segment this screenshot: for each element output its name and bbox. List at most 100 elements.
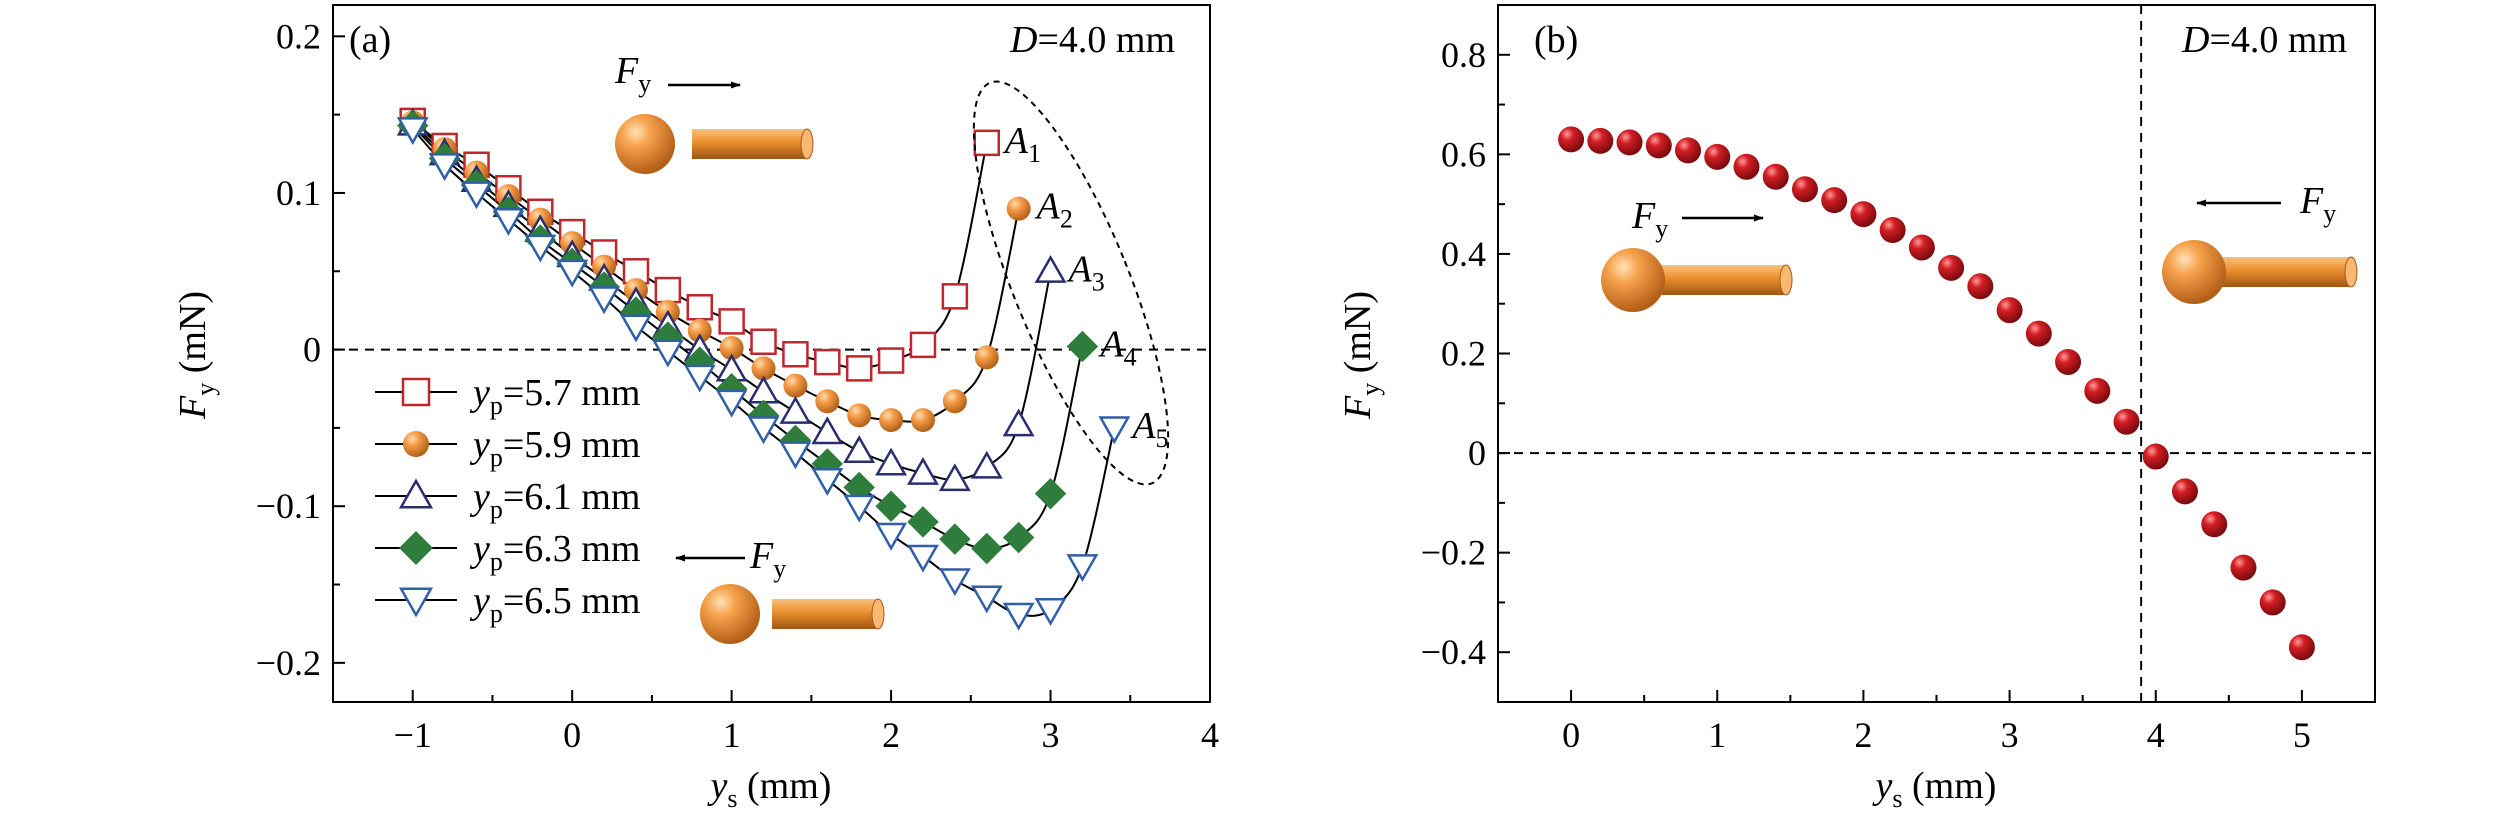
sphere-icon xyxy=(700,584,760,644)
data-point xyxy=(1645,132,1672,159)
data-point xyxy=(971,532,1003,565)
x-tick-label: 0 xyxy=(563,715,581,755)
xlabel-a: ys (mm) xyxy=(707,765,832,813)
data-point xyxy=(1002,602,1035,631)
legend-label: yp=6.5 mm xyxy=(469,580,640,628)
data-point xyxy=(1006,196,1031,221)
y-tick-label: 0.6 xyxy=(1441,134,1486,174)
data-point xyxy=(460,181,493,210)
series-markers-b xyxy=(1558,126,2315,661)
data-point xyxy=(875,447,908,476)
curve-end-label: A5 xyxy=(1129,405,1168,453)
x-tick-label: 2 xyxy=(882,715,900,755)
y-tick-label: 0.8 xyxy=(1441,35,1486,75)
data-point xyxy=(492,207,525,236)
inset-sphere-rod-bottom: Fy xyxy=(675,535,885,644)
sphere-icon xyxy=(2162,240,2226,304)
data-point xyxy=(1704,143,1731,170)
x-tick-label: 4 xyxy=(2147,715,2165,755)
data-point xyxy=(428,153,461,182)
data-point xyxy=(1558,126,1585,153)
rod-end-icon xyxy=(800,128,814,160)
data-point xyxy=(938,463,971,492)
data-point xyxy=(687,318,712,343)
inset-sphere-rod-top: Fy xyxy=(614,50,814,174)
curve-end-label: A4 xyxy=(1097,323,1136,371)
zero-line-b xyxy=(1498,5,2375,702)
data-point xyxy=(907,457,939,485)
y-tick-label: 0.2 xyxy=(1441,334,1486,374)
data-point xyxy=(907,544,939,573)
series-markers-a xyxy=(396,107,1131,631)
data-point xyxy=(1034,477,1067,510)
data-point xyxy=(2113,408,2140,435)
data-point xyxy=(686,294,713,321)
data-point xyxy=(845,355,873,382)
legend-label: yp=5.9 mm xyxy=(469,424,640,472)
data-point xyxy=(1098,416,1131,445)
inset-force-label-bottom: Fy xyxy=(749,535,786,583)
data-point xyxy=(1967,273,1994,300)
data-point xyxy=(875,490,907,522)
data-point xyxy=(1066,554,1099,583)
curve-end-label: A2 xyxy=(1034,186,1073,234)
data-point xyxy=(1675,137,1702,164)
data-point xyxy=(718,308,745,335)
data-point xyxy=(556,259,589,288)
panel-b: 0 1 2 3 4 5 −0.4 −0.2 0 0.2 0.4 0.6 0.8 (b) D=4.0 mm… xyxy=(1337,4,2376,813)
ylabel-a: Fy (mN) xyxy=(172,291,220,420)
data-point xyxy=(747,416,780,445)
data-point xyxy=(941,283,969,310)
data-point xyxy=(588,286,621,315)
data-point xyxy=(2230,554,2257,581)
data-point xyxy=(779,441,812,470)
data-point xyxy=(843,494,876,523)
panel-a: −1 0 1 2 3 4 −0.2 −0.1 0 0.1 0.2 (a) D=4.0 mm Fy (… xyxy=(172,4,1219,813)
data-point xyxy=(811,416,844,445)
x-tick-label: 3 xyxy=(1042,715,1060,755)
axis-ticks-a: −1 0 1 2 3 4 −0.2 −0.1 0 0.1 0.2 xyxy=(256,16,1219,755)
inset-force-label-top: Fy xyxy=(614,50,651,98)
sphere-icon xyxy=(615,114,675,174)
inset-sphere-rod-left: Fy xyxy=(1601,195,1793,312)
data-point xyxy=(2171,478,2198,505)
x-tick-label: 5 xyxy=(2293,715,2311,755)
ylabel-b: Fy (mN) xyxy=(1337,291,1385,420)
x-tick-label: 1 xyxy=(1708,715,1726,755)
data-point xyxy=(1034,597,1067,626)
data-point xyxy=(524,234,557,263)
x-tick-label: 0 xyxy=(1562,715,1580,755)
data-point xyxy=(974,345,999,370)
data-point xyxy=(875,522,908,551)
data-point xyxy=(719,336,744,361)
rod-icon xyxy=(2221,257,2351,287)
data-point xyxy=(782,341,809,368)
data-point xyxy=(938,568,971,597)
data-point xyxy=(1762,163,1789,190)
data-point xyxy=(942,389,967,414)
y-tick-label: −0.4 xyxy=(1421,632,1486,672)
data-point xyxy=(1938,254,1965,281)
data-point xyxy=(879,408,904,433)
x-tick-label: 3 xyxy=(2001,715,2019,755)
data-point xyxy=(910,408,935,433)
data-point xyxy=(2025,320,2052,347)
data-point xyxy=(1791,176,1818,203)
data-point xyxy=(907,506,939,538)
data-point xyxy=(811,467,844,496)
legend-marker xyxy=(398,587,434,618)
data-point xyxy=(1587,127,1614,154)
data-point xyxy=(1066,330,1099,363)
data-point xyxy=(620,314,652,343)
data-point xyxy=(1002,408,1035,437)
x-tick-label: 1 xyxy=(723,715,741,755)
x-tick-label: 2 xyxy=(1854,715,1872,755)
panel-label-b: (b) xyxy=(1534,19,1578,61)
data-point xyxy=(750,328,777,356)
inset-force-label-right: Fy xyxy=(2299,180,2336,228)
curve-end-label: A1 xyxy=(1002,120,1041,168)
data-point xyxy=(683,364,716,393)
legend-marker xyxy=(398,478,434,509)
data-point xyxy=(877,347,905,374)
